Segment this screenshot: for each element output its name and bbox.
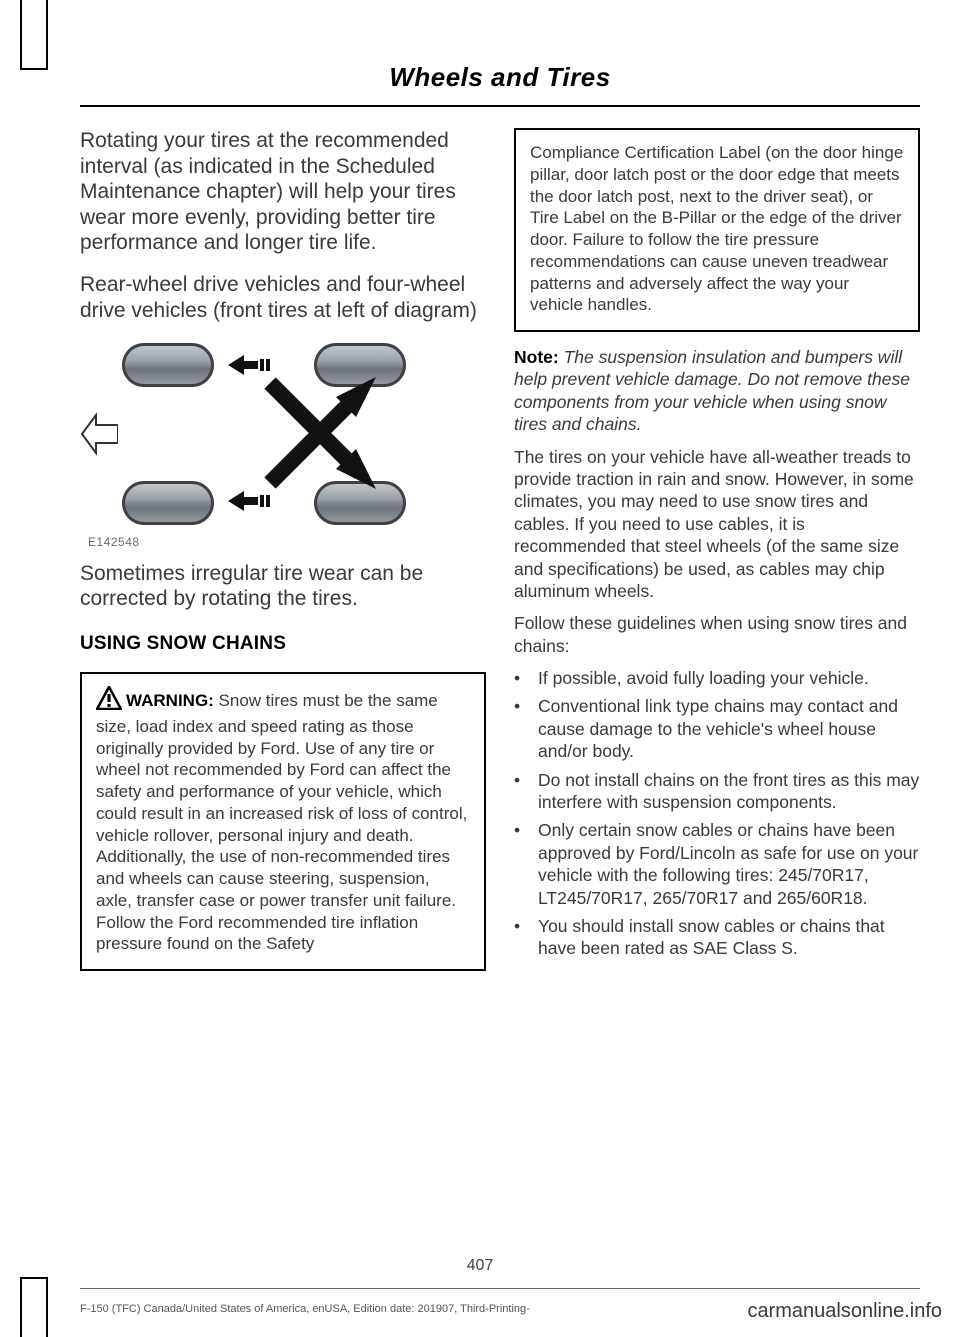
list-item-text: If possible, avoid fully loading your ve… [538, 667, 869, 689]
note-text: The suspension insulation and bumpers wi… [514, 347, 910, 434]
intro-paragraph-3: Sometimes irregular tire wear can be cor… [80, 561, 486, 612]
list-item: •If possible, avoid fully loading your v… [514, 667, 920, 689]
intro-paragraph-1: Rotating your tires at the recommended i… [80, 128, 486, 256]
note-paragraph: Note: The suspension insulation and bump… [514, 346, 920, 436]
page-number: 407 [0, 1257, 960, 1275]
list-item-text: Conventional link type chains may contac… [538, 695, 920, 762]
warning-label: WARNING: [126, 691, 214, 710]
warning-text: Snow tires must be the same size, load i… [96, 691, 467, 953]
body-paragraph: Follow these guidelines when using snow … [514, 612, 920, 657]
diagram-code: E142548 [88, 535, 486, 550]
page-title: Wheels and Tires [80, 62, 920, 93]
list-item: •You should install snow cables or chain… [514, 915, 920, 960]
list-item: •Do not install chains on the front tire… [514, 769, 920, 814]
list-item-text: Only certain snow cables or chains have … [538, 819, 920, 909]
tire-rotation-diagram [80, 339, 410, 529]
guidelines-list: •If possible, avoid fully loading your v… [514, 667, 920, 960]
body-paragraph: The tires on your vehicle have all-weath… [514, 446, 920, 603]
content-area: Rotating your tires at the recommended i… [80, 128, 920, 1237]
list-item-text: Do not install chains on the front tires… [538, 769, 920, 814]
warning-continued-text: Compliance Certification Label (on the d… [530, 143, 903, 314]
warning-triangle-icon [96, 686, 122, 716]
tire-icon [122, 481, 214, 525]
footer-meta: F-150 (TFC) Canada/United States of Amer… [80, 1303, 530, 1315]
note-label: Note: [514, 347, 559, 367]
bullet-icon: • [514, 695, 538, 762]
warning-box-continued: Compliance Certification Label (on the d… [514, 128, 920, 332]
left-column: Rotating your tires at the recommended i… [80, 128, 486, 1237]
arrow-diagonal-icon [260, 373, 380, 493]
right-column: Compliance Certification Label (on the d… [514, 128, 920, 1237]
warning-box: WARNING: Snow tires must be the same siz… [80, 672, 486, 971]
list-item: •Only certain snow cables or chains have… [514, 819, 920, 909]
footer-rule [80, 1288, 920, 1289]
page-header: Wheels and Tires [80, 62, 920, 107]
list-item: •Conventional link type chains may conta… [514, 695, 920, 762]
list-item-text: You should install snow cables or chains… [538, 915, 920, 960]
intro-paragraph-2: Rear-wheel drive vehicles and four-wheel… [80, 272, 486, 323]
arrow-left-outline-icon [80, 413, 118, 455]
bullet-icon: • [514, 667, 538, 689]
section-heading: USING SNOW CHAINS [80, 632, 486, 656]
page-crop-top-left [20, 0, 48, 70]
tire-icon [122, 343, 214, 387]
watermark-text: carmanualsonline.info [747, 1300, 942, 1323]
bullet-icon: • [514, 769, 538, 814]
page-crop-bottom-left [20, 1277, 48, 1337]
bullet-icon: • [514, 819, 538, 909]
bullet-icon: • [514, 915, 538, 960]
